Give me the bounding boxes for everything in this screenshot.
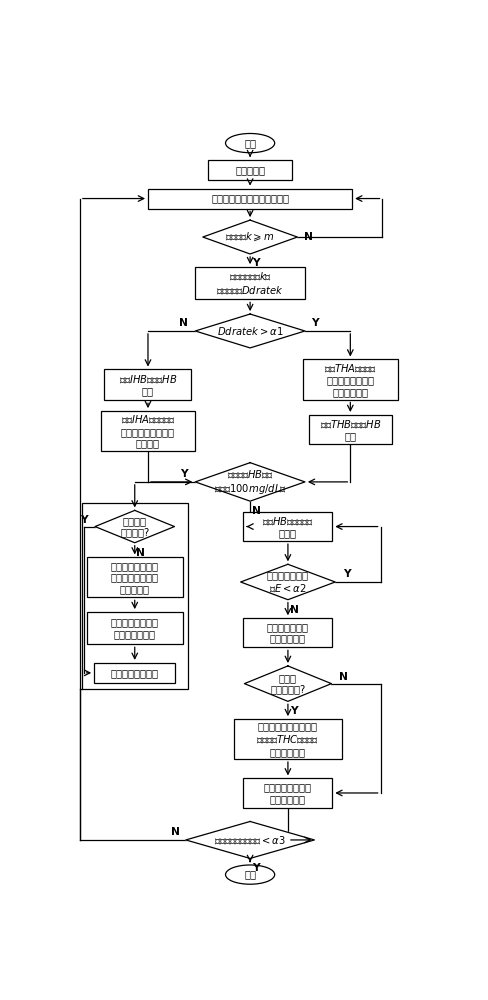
Text: 分泌$THB$，提高$HB$
浓度: 分泌$THB$，提高$HB$ 浓度 bbox=[320, 418, 381, 441]
Text: 监测节点采集目标的监测数据: 监测节点采集目标的监测数据 bbox=[211, 194, 289, 204]
Text: N: N bbox=[305, 232, 313, 242]
Bar bbox=[208, 160, 292, 180]
Bar bbox=[101, 411, 195, 451]
Text: Y: Y bbox=[290, 706, 298, 716]
Bar bbox=[104, 369, 191, 400]
Text: 该监测节点死亡，
退出监测网络: 该监测节点死亡， 退出监测网络 bbox=[264, 782, 312, 804]
Bar bbox=[244, 512, 332, 541]
Text: 分泌$IHB$，降低$HB$
浓度: 分泌$IHB$，降低$HB$ 浓度 bbox=[119, 373, 177, 397]
Text: 分泌$THA$，使周围
浅度休眠节点成为
辅助监测节点: 分泌$THA$，使周围 浅度休眠节点成为 辅助监测节点 bbox=[324, 362, 377, 397]
Text: 采样时刻$k\geqslant m$: 采样时刻$k\geqslant m$ bbox=[225, 231, 275, 243]
Bar bbox=[244, 778, 332, 808]
Polygon shape bbox=[195, 314, 305, 348]
Text: Y: Y bbox=[252, 863, 260, 873]
Bar bbox=[195, 267, 305, 299]
Text: Y: Y bbox=[80, 515, 87, 525]
Polygon shape bbox=[186, 821, 314, 858]
Text: N: N bbox=[180, 318, 188, 328]
Polygon shape bbox=[241, 564, 335, 600]
Bar bbox=[244, 618, 332, 647]
Text: 监测节点剩余能
量$E<\alpha2$: 监测节点剩余能 量$E<\alpha2$ bbox=[267, 570, 309, 594]
Text: 监测节点所占百分数$<\alpha3$: 监测节点所占百分数$<\alpha3$ bbox=[214, 834, 286, 846]
Bar bbox=[82, 503, 187, 689]
Text: 找到最近的深度休眠节
点，分泌$THC$使其成为
替补监测节点: 找到最近的深度休眠节 点，分泌$THC$使其成为 替补监测节点 bbox=[256, 721, 320, 757]
Ellipse shape bbox=[225, 133, 275, 153]
Text: N: N bbox=[339, 672, 348, 682]
Bar bbox=[303, 359, 398, 400]
Text: N: N bbox=[136, 548, 145, 558]
Text: 计算采样时刻$k$的
相对增量比$Ddratek$: 计算采样时刻$k$的 相对增量比$Ddratek$ bbox=[216, 270, 284, 296]
Text: N: N bbox=[289, 605, 298, 615]
Text: 监测节点$HB$浓度
是否超$100mg/dL$？: 监测节点$HB$浓度 是否超$100mg/dL$？ bbox=[214, 468, 286, 496]
Text: 该监测节点搜索
深度休眠节点: 该监测节点搜索 深度休眠节点 bbox=[267, 622, 309, 644]
Polygon shape bbox=[203, 220, 297, 254]
Text: 根据$HB$浓度调整采
样频率: 根据$HB$浓度调整采 样频率 bbox=[262, 515, 314, 538]
Text: Y: Y bbox=[310, 318, 318, 328]
Text: N: N bbox=[252, 506, 261, 516]
Text: 结束: 结束 bbox=[244, 870, 256, 880]
Polygon shape bbox=[95, 510, 175, 543]
Bar bbox=[234, 719, 342, 759]
Text: N: N bbox=[171, 827, 180, 837]
Text: 发送异常节点信息: 发送异常节点信息 bbox=[111, 668, 159, 678]
Text: $Ddratek>\alpha1$: $Ddratek>\alpha1$ bbox=[217, 325, 284, 337]
Text: 使用凸规划算法实
现位置未知的异常
节点粗定位: 使用凸规划算法实 现位置未知的异常 节点粗定位 bbox=[111, 561, 159, 594]
Polygon shape bbox=[244, 666, 331, 701]
Text: 存在深
度休眠节点?: 存在深 度休眠节点? bbox=[270, 673, 305, 694]
Bar bbox=[86, 557, 183, 597]
Ellipse shape bbox=[225, 865, 275, 884]
Bar bbox=[309, 415, 392, 444]
Bar bbox=[94, 663, 175, 683]
Text: 网络初始化: 网络初始化 bbox=[235, 165, 265, 175]
Bar bbox=[86, 612, 183, 644]
Text: Y: Y bbox=[344, 569, 351, 579]
Bar bbox=[148, 189, 352, 209]
Text: Y: Y bbox=[252, 258, 260, 268]
Text: 开始: 开始 bbox=[244, 138, 256, 148]
Polygon shape bbox=[195, 463, 305, 501]
Text: 分泌$IHA$，使周围辅
助监测节点进入浅度
休眠状态: 分泌$IHA$，使周围辅 助监测节点进入浅度 休眠状态 bbox=[121, 414, 175, 449]
Text: 异常节点
是锁节点?: 异常节点 是锁节点? bbox=[120, 516, 149, 537]
Text: 使用锁节点激素信
息实现定位校正: 使用锁节点激素信 息实现定位校正 bbox=[111, 617, 159, 639]
Text: Y: Y bbox=[180, 469, 188, 479]
